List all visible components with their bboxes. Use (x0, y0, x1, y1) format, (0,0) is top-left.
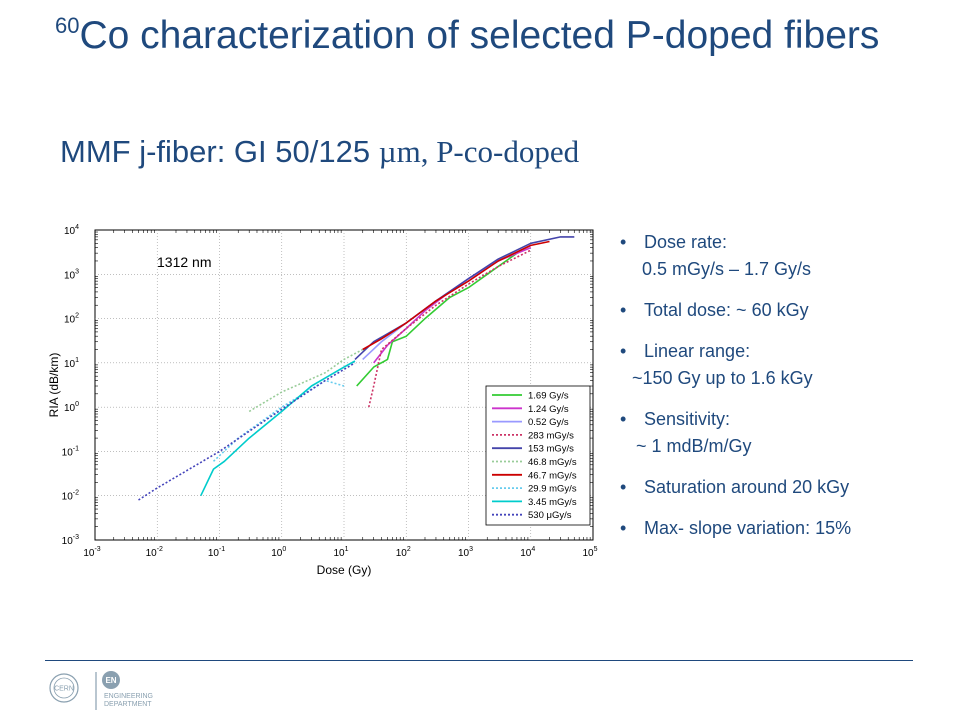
bullet-dot: • (620, 232, 627, 252)
x-tick-label: 10-1 (208, 546, 225, 559)
bullet-dot: • (620, 518, 627, 538)
series-line (368, 249, 532, 408)
subtitle-doping: µm, P-co-doped (378, 134, 580, 169)
en-logo: EN ENGINEERING DEPARTMENT (102, 671, 153, 708)
legend-label: 46.7 mGy/s (528, 470, 577, 481)
series-line (356, 252, 518, 387)
y-axis-label: RIA (dB/km) (47, 353, 61, 418)
ria-dose-chart: 10-3 10-2 10-1 100 101 102 103 104 105 10-3 10-2 10… (47, 224, 598, 577)
bullet-dot: • (620, 300, 627, 320)
bullet-item: • Linear range: (618, 341, 948, 362)
bullet-subtext: ~ 1 mdB/m/Gy (636, 436, 752, 456)
x-tick-label: 100 (271, 546, 286, 559)
bullet-text: Sensitivity: (644, 409, 731, 429)
legend-label: 1.69 Gy/s (528, 391, 569, 402)
dept-line1: ENGINEERING (104, 693, 153, 700)
y-tick-label: 104 (64, 224, 79, 237)
title-main: Co characterization of selected P-doped … (79, 14, 880, 57)
x-tick-label: 103 (458, 546, 473, 559)
y-tick-label: 101 (64, 357, 79, 370)
bullet-subtext: ~150 Gy up to 1.6 kGy (632, 368, 813, 388)
series-line (138, 362, 356, 501)
slide-subtitle: MMF j-fiber: GI 50/125 µm, P-co-doped (60, 134, 579, 170)
cern-logo-text: CERN (54, 686, 74, 693)
bullet-text: Total dose: ~ 60 kGy (644, 300, 809, 320)
footer-divider (45, 660, 913, 661)
series-line (362, 240, 550, 351)
legend-label: 0.52 Gy/s (528, 417, 569, 428)
y-tick-label: 10-2 (62, 490, 79, 503)
bullet-list: • Dose rate: 0.5 mGy/s – 1.7 Gy/s • Total do… (618, 232, 948, 539)
y-tick-label: 100 (64, 401, 79, 414)
y-tick-label: 10-3 (62, 534, 79, 547)
bullet-item: • Saturation around 20 kGy (618, 477, 948, 498)
bullet-item: • Max- slope variation: 15% (618, 518, 948, 539)
legend-label: 1.24 Gy/s (528, 404, 569, 415)
bullet-text: Saturation around 20 kGy (644, 477, 850, 497)
en-logo-text: EN (105, 676, 116, 685)
bullet-text: Max- slope variation: 15% (644, 518, 852, 538)
bullet-subtext: 0.5 mGy/s – 1.7 Gy/s (642, 259, 812, 279)
y-tick-label: 10-1 (62, 445, 79, 458)
wavelength-annotation: 1312 nm (157, 254, 211, 270)
series-line (212, 379, 345, 462)
slide-title: 60Co characterization of selected P-dope… (55, 12, 915, 59)
title-superscript: 60 (55, 13, 80, 38)
bullet-text: Linear range: (644, 341, 751, 361)
series-line (200, 360, 356, 497)
y-tick-label: 102 (64, 313, 79, 326)
series-line (354, 236, 575, 360)
y-tick-label: 103 (64, 268, 79, 281)
footer-logos: CERN EN ENGINEERING DEPARTMENT (49, 671, 153, 710)
bullet-dot: • (620, 477, 627, 497)
x-tick-label: 105 (582, 546, 597, 559)
subtitle-fiber: MMF j-fiber: GI 50/125 (60, 134, 379, 169)
x-tick-label: 104 (520, 546, 535, 559)
dept-line2: DEPARTMENT (104, 701, 152, 708)
bullet-item: • Sensitivity: (618, 409, 948, 430)
x-tick-label: 10-3 (83, 546, 100, 559)
bullet-item: • Total dose: ~ 60 kGy (618, 300, 948, 321)
bullet-item: • Dose rate: (618, 232, 948, 253)
legend-label: 46.8 mGy/s (528, 457, 577, 468)
x-tick-label: 102 (396, 546, 411, 559)
cern-logo: CERN (49, 673, 79, 703)
series-line (248, 348, 364, 413)
bullet-dot: • (620, 409, 627, 429)
legend-label: 530 μGy/s (528, 510, 572, 521)
x-tick-label: 10-2 (146, 546, 163, 559)
bullet-dot: • (620, 341, 627, 361)
legend-label: 283 mGy/s (528, 430, 574, 441)
legend-label: 29.9 mGy/s (528, 484, 577, 495)
bullet-text: Dose rate: (644, 232, 728, 252)
x-axis-label: Dose (Gy) (317, 563, 372, 577)
legend-label: 153 mGy/s (528, 444, 574, 455)
x-tick-label: 101 (333, 546, 348, 559)
legend-label: 3.45 mGy/s (528, 497, 577, 508)
